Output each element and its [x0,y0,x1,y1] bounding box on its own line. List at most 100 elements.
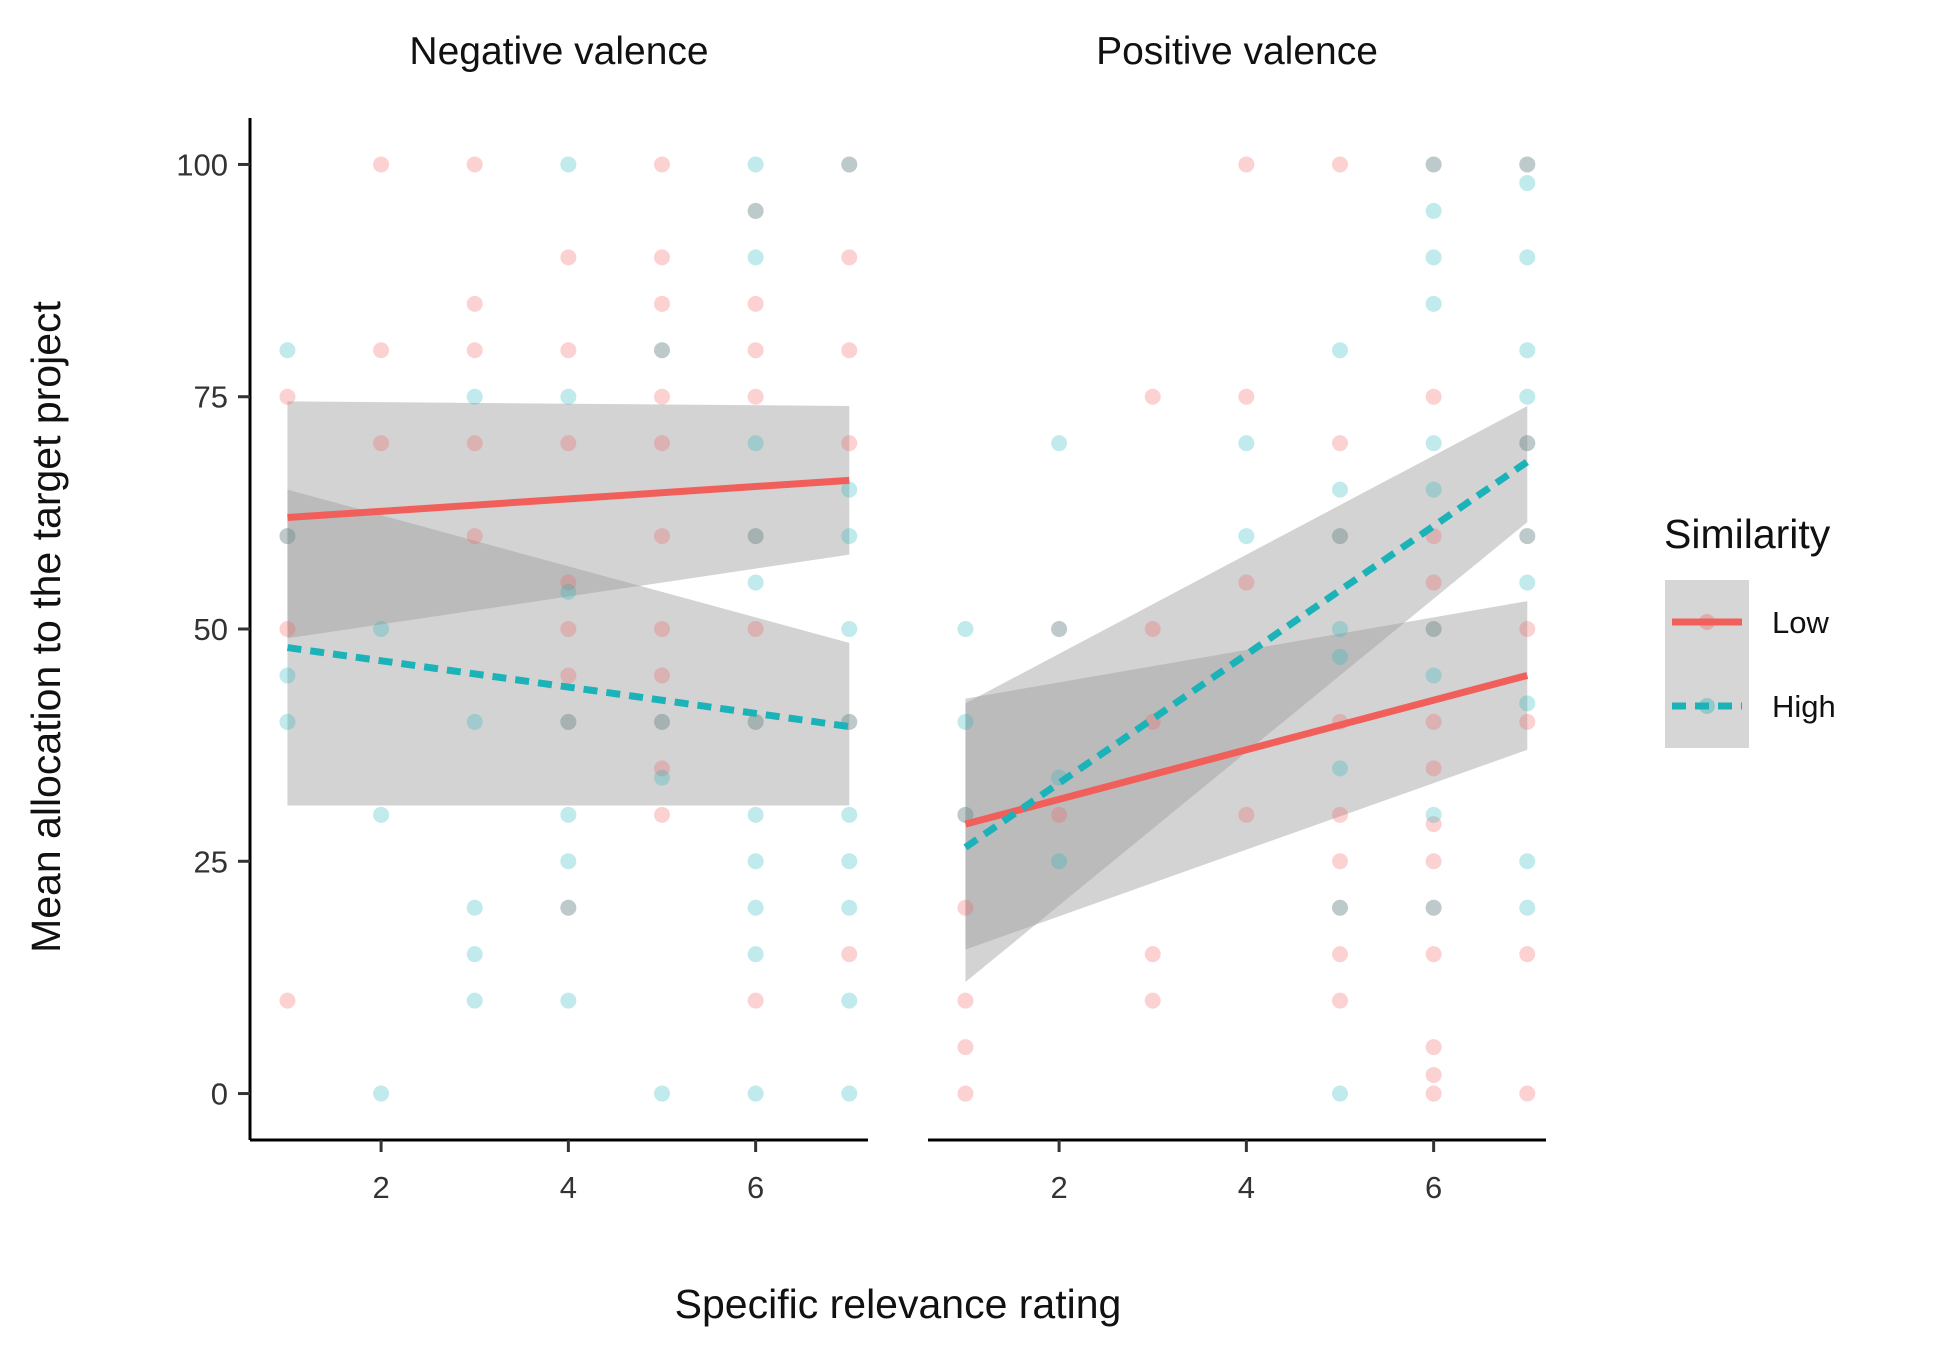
data-point-high [841,899,858,916]
data-point-low [1332,806,1348,823]
data-point-low [1332,435,1348,452]
x-tick-label: 6 [747,1170,764,1205]
data-point-low [1332,992,1348,1009]
data-point-low [279,388,296,405]
data-point-low [1425,621,1442,637]
data-point-high [841,806,858,823]
data-point-high [560,806,577,823]
data-point-high [747,435,764,452]
data-point-high [1519,899,1536,916]
data-point-low [654,667,670,684]
data-point-low [1519,621,1536,637]
data-point-low [373,435,390,452]
data-point-high [1238,528,1255,545]
data-point-low [466,156,483,173]
data-point-low [1144,946,1161,963]
legend-label-low: Low [1772,605,1829,640]
data-point-low [560,574,577,591]
data-point-high [1332,648,1348,665]
data-point-high [654,342,670,359]
data-point-high [560,388,577,405]
data-point-high [560,713,577,730]
data-point-high [841,156,858,173]
data-point-low [373,342,390,359]
data-point-low [1238,156,1255,173]
data-point-high [373,1085,390,1102]
data-point-high [560,853,577,870]
data-point-low [560,435,577,452]
data-point-low [747,528,764,545]
data-point-low [841,342,858,359]
x-tick-label: 6 [1425,1170,1442,1205]
data-point-low [466,295,483,312]
data-point-low [279,528,296,545]
legend-title: Similarity [1664,511,1831,557]
x-tick-label: 2 [1050,1170,1067,1205]
data-point-low [841,946,858,963]
data-point-low [1519,156,1536,173]
data-point-low [654,621,670,637]
y-tick-label: 100 [176,147,228,182]
data-point-high [1332,899,1348,916]
panels-layer: Negative valence 2 4 6 0 25 50 75 100 Positive va… [176,30,1546,1205]
data-point-low [1519,946,1536,963]
data-point-high [279,528,296,545]
data-point-low [1238,574,1255,591]
data-point-low [1425,156,1442,173]
data-point-high [1332,621,1348,637]
data-point-high [1425,202,1442,219]
data-point-low [654,249,670,266]
data-point-high [560,899,577,916]
data-point-low [654,435,670,452]
data-point-low [1425,946,1442,963]
y-tick-label: 0 [211,1077,228,1112]
data-point-high [279,713,296,730]
data-point-high [1425,899,1442,916]
legend-key-high [1672,698,1742,714]
x-tick-label: 4 [1238,1170,1255,1205]
data-point-low [1519,435,1536,452]
data-point-low [654,295,670,312]
legend-label-high: High [1772,689,1836,724]
data-point-low [1519,713,1536,730]
panel-2: Positive valence 2 4 6 [928,30,1546,1205]
data-point-high [1425,435,1442,452]
data-point-high [747,202,764,219]
panel-title: Positive valence [1096,30,1378,73]
fit-line-low [964,672,1529,828]
data-point-high [1332,1085,1348,1102]
data-point-high [747,713,764,730]
data-point-high [841,992,858,1009]
data-point-high [654,713,670,730]
data-point-low [841,249,858,266]
data-point-high [1238,435,1255,452]
data-point-high [560,992,577,1009]
data-point-high [747,853,764,870]
data-point-low [654,388,670,405]
data-point-high [466,713,483,730]
data-point-high [957,621,974,637]
data-point-low [1425,1085,1442,1102]
data-point-low [654,806,670,823]
ci-band-low [287,401,850,639]
data-point-high [747,806,764,823]
data-point-high [957,806,974,823]
data-point-low [1051,621,1068,637]
data-point-low [1051,806,1068,823]
data-point-high [1519,175,1536,192]
data-point-high [373,806,390,823]
data-point-high [1425,481,1442,498]
data-point-low [747,388,764,405]
data-point-high [1425,621,1442,637]
data-point-low [957,899,974,916]
data-point-low [957,806,974,823]
data-point-high [654,769,670,786]
x-axis-title: Specific relevance rating [675,1281,1122,1327]
data-point-low [654,760,670,777]
data-point-high [1425,156,1442,173]
data-point-high [373,621,390,637]
data-point-low [466,528,483,545]
data-point-low [279,992,296,1009]
data-point-low [1519,528,1536,545]
data-point-high [747,574,764,591]
